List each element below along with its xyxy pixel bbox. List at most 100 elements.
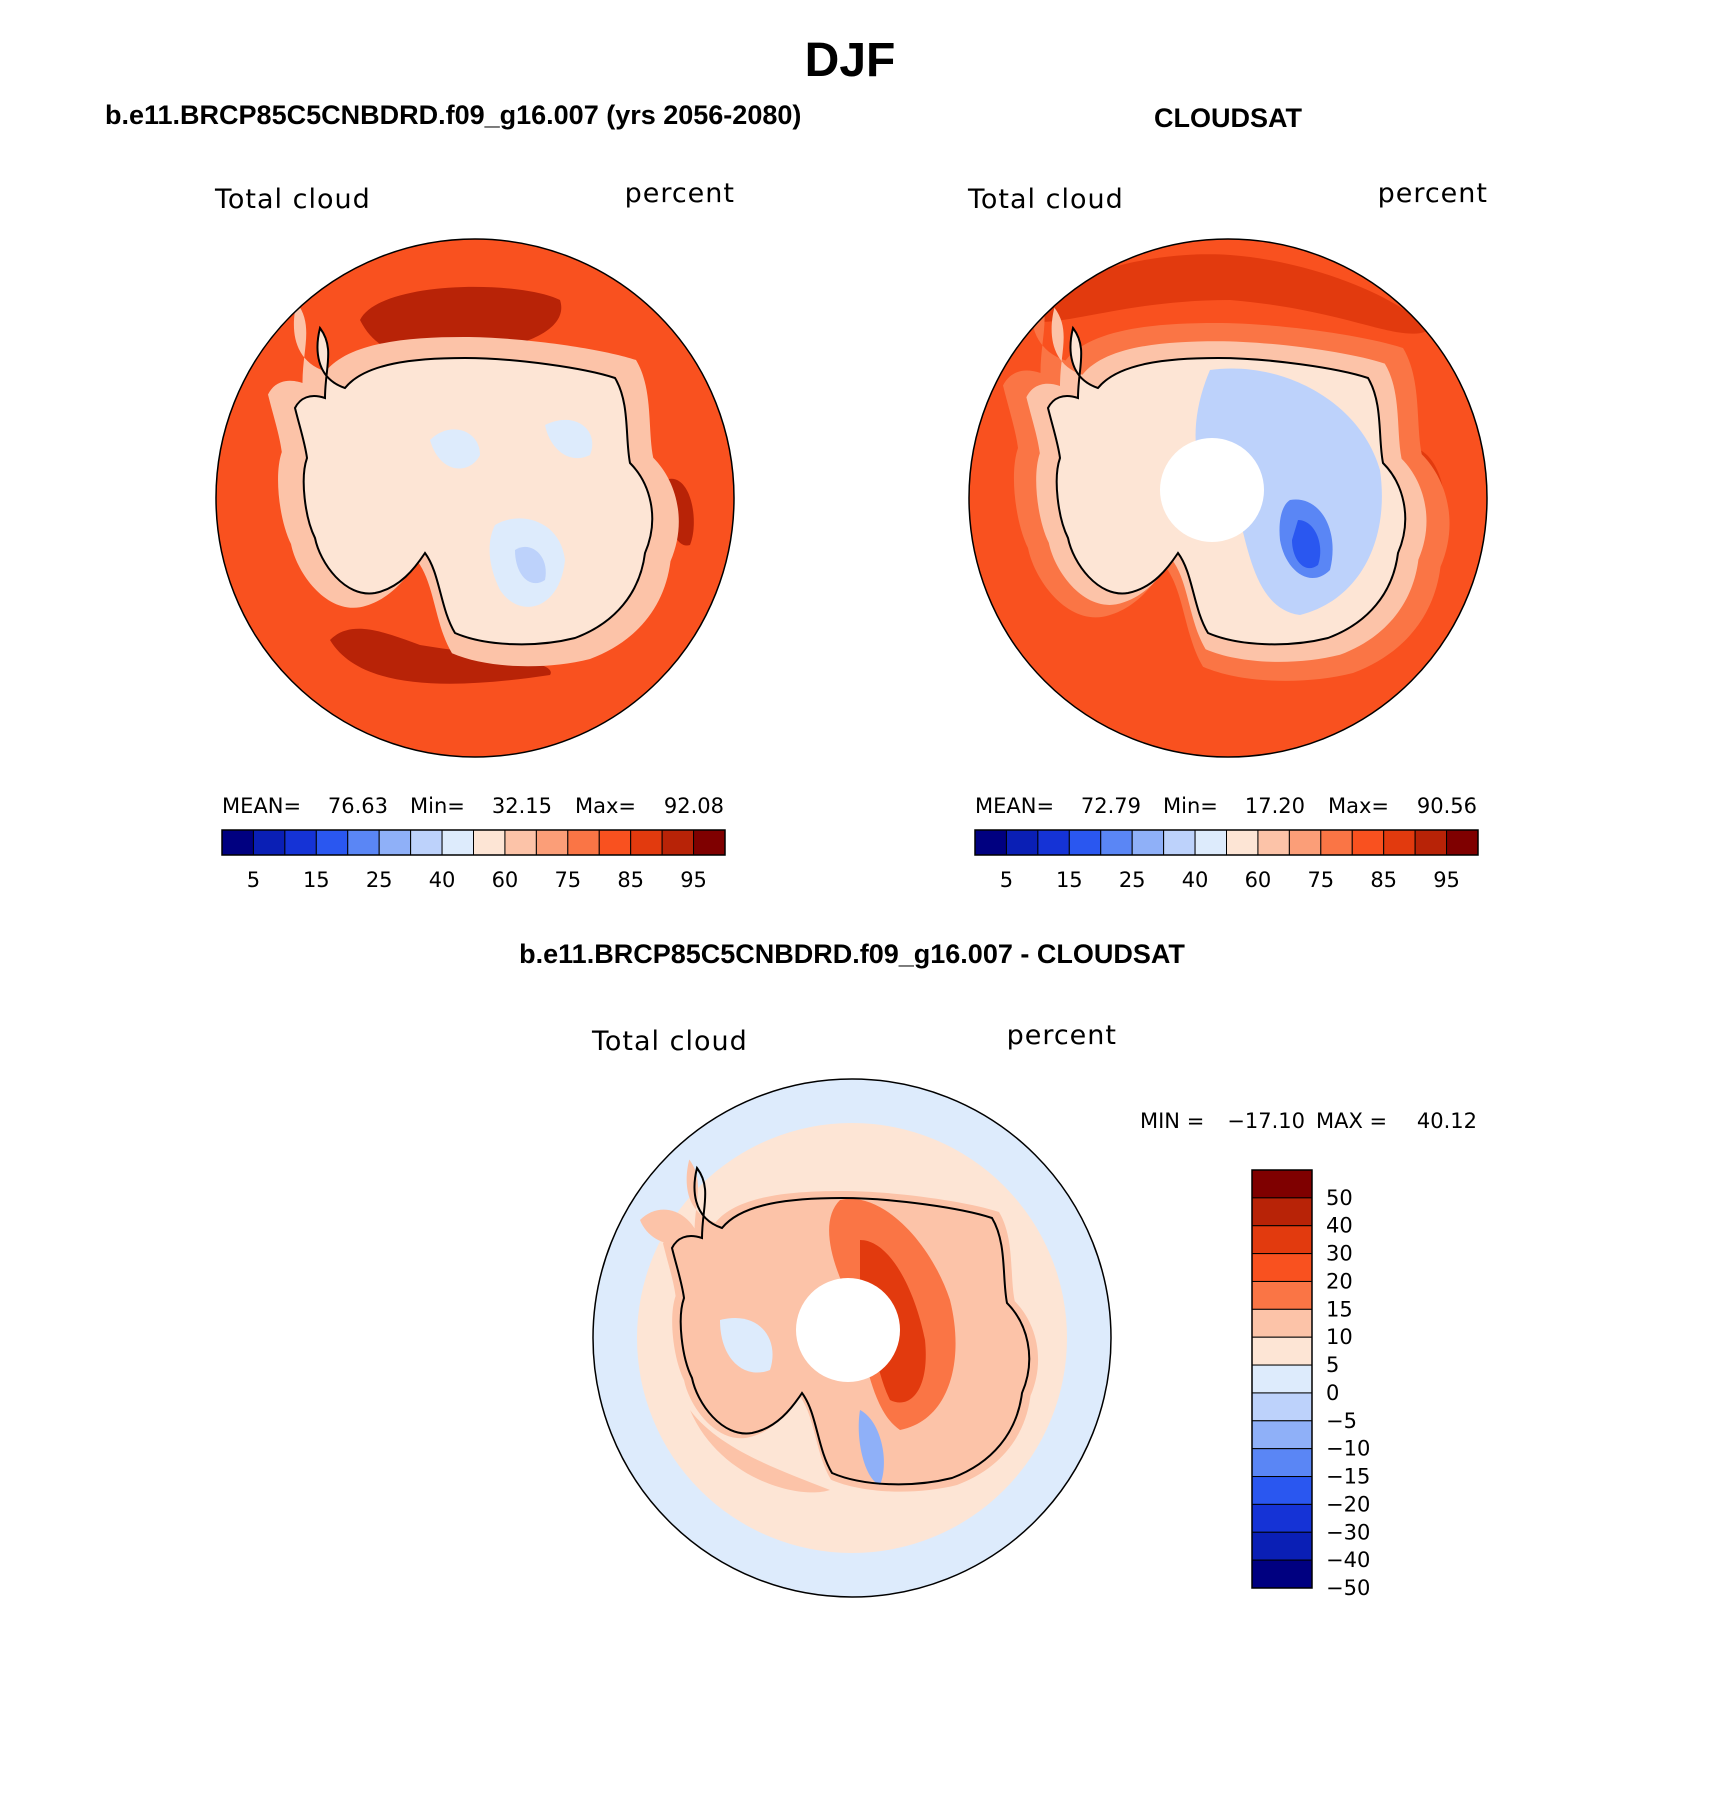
- units-label: percent: [625, 178, 735, 209]
- colorbar-swatch: [252, 829, 286, 856]
- min-label: Min=: [410, 794, 465, 818]
- variable-label: Total cloud: [591, 1026, 748, 1057]
- colorbar-tick-label: 25: [366, 868, 393, 892]
- colorbar-swatch: [284, 829, 317, 856]
- panel-diff: Total cloud percent MIN = −17.10 MAX = 4…: [591, 1020, 1477, 1600]
- colorbar-frame: [221, 829, 726, 856]
- panel-title-diff: b.e11.BRCP85C5CNBDRD.f09_g16.007 - CLOUD…: [519, 939, 1185, 969]
- colorbar-swatch: [1251, 1448, 1313, 1478]
- colorbar-frame: [1251, 1169, 1313, 1589]
- units-label: percent: [1378, 178, 1488, 209]
- min-label: Min=: [1163, 794, 1218, 818]
- map-boundary: [968, 238, 1488, 758]
- colorbar-swatch: [1131, 829, 1165, 856]
- colorbar-tick-label: 15: [1056, 868, 1083, 892]
- colorbar-swatch: [693, 829, 726, 856]
- panel-title-model: b.e11.BRCP85C5CNBDRD.f09_g16.007 (yrs 20…: [105, 100, 801, 130]
- colorbar-swatch: [1446, 829, 1479, 856]
- colorbar-tick-label: −30: [1326, 1520, 1370, 1544]
- colorbar-swatch: [1163, 829, 1196, 856]
- colorbar-swatch: [378, 829, 412, 856]
- max-value: 92.08: [664, 794, 724, 818]
- colorbar-swatch: [1100, 829, 1133, 856]
- polar-map: [216, 239, 734, 757]
- colorbar-swatch: [1251, 1559, 1313, 1589]
- colorbar-tick-label: 15: [1326, 1297, 1353, 1321]
- interior-contour: [545, 419, 593, 459]
- polar-gap: [1160, 438, 1264, 542]
- colorbar-tick-label: −20: [1326, 1492, 1370, 1516]
- colorbar-swatch: [1320, 829, 1353, 856]
- colorbar-swatch: [1251, 1420, 1313, 1450]
- colorbar-swatch: [1414, 829, 1448, 856]
- units-label: percent: [1007, 1020, 1117, 1051]
- colorbar-swatch: [1251, 1169, 1313, 1199]
- panel-model: Total cloud percent MEAN= 76.63 Min= 32.…: [214, 178, 735, 892]
- colorbar-tick-label: 25: [1119, 868, 1146, 892]
- min-value: 32.15: [492, 794, 552, 818]
- map-boundary: [215, 238, 735, 758]
- colorbar-swatch: [1251, 1253, 1313, 1282]
- panel-title-obs: CLOUDSAT: [1154, 103, 1302, 133]
- colorbar-swatch: [1251, 1225, 1313, 1255]
- mean-value: 72.79: [1081, 794, 1141, 818]
- colorbar-swatch: [1194, 829, 1227, 856]
- max-value: 40.12: [1417, 1109, 1477, 1133]
- colorbar-tick-label: 60: [1245, 868, 1272, 892]
- colorbar-swatch: [630, 829, 663, 856]
- colorbar-swatch: [1288, 829, 1322, 856]
- interior-contour: [858, 1410, 884, 1485]
- colorbar-tick-label: 30: [1326, 1242, 1353, 1266]
- storm-track-contour: [690, 1410, 830, 1493]
- colorbar-swatch: [535, 829, 569, 856]
- colorbar-swatch: [441, 829, 474, 856]
- colorbar-tick-label: 5: [1000, 868, 1013, 892]
- colorbar-tick-label: −10: [1326, 1437, 1370, 1461]
- storm-track-contour: [360, 286, 562, 356]
- interior-contour: [720, 1318, 773, 1373]
- colorbar-swatch: [1251, 1476, 1313, 1505]
- colorbar-tick-label: 15: [303, 868, 330, 892]
- interior-contour: [430, 429, 480, 469]
- colorbar-tick-label: −40: [1326, 1548, 1370, 1572]
- colorbar-tick-label: −15: [1326, 1465, 1370, 1489]
- colorbar-swatch: [1037, 829, 1070, 856]
- storm-track-contour: [330, 628, 551, 684]
- colorbar-swatch: [974, 829, 1007, 856]
- colorbar-frame: [974, 829, 1479, 856]
- colorbar-swatch: [1251, 1308, 1313, 1338]
- polar-map: [593, 1079, 1111, 1597]
- colorbar-swatch: [661, 829, 695, 856]
- max-value: 90.56: [1417, 794, 1477, 818]
- colorbar: 5 15 25 40 60 75 85 95: [221, 829, 726, 892]
- colorbar-swatch: [1251, 1531, 1313, 1561]
- colorbar-tick-label: 40: [429, 868, 456, 892]
- max-label: Max=: [575, 794, 636, 818]
- variable-label: Total cloud: [967, 184, 1124, 215]
- colorbar-swatch: [221, 829, 254, 856]
- min-value: 17.20: [1245, 794, 1305, 818]
- colorbar-swatch: [1251, 1503, 1313, 1533]
- colorbar-swatch: [410, 829, 443, 856]
- colorbar-tick-label: 75: [554, 868, 581, 892]
- colorbar-swatch: [347, 829, 380, 856]
- colorbar-tick-label: 85: [1370, 868, 1397, 892]
- interior-contour: [1195, 368, 1382, 615]
- colorbar-tick-label: 85: [617, 868, 644, 892]
- colorbar-swatch: [1251, 1392, 1313, 1422]
- colorbar-tick-label: 5: [247, 868, 260, 892]
- max-label: MAX =: [1316, 1109, 1387, 1133]
- colorbar-swatch: [1005, 829, 1039, 856]
- colorbar-tick-label: 5: [1326, 1353, 1339, 1377]
- interior-contour: [515, 546, 546, 584]
- polar-map: [969, 239, 1487, 757]
- variable-label: Total cloud: [214, 184, 371, 215]
- colorbar-tick-label: 50: [1326, 1186, 1353, 1210]
- mean-label: MEAN=: [222, 794, 301, 818]
- colorbar-tick-label: 95: [680, 868, 707, 892]
- colorbar-tick-label: 60: [492, 868, 519, 892]
- interior-contour: [1292, 520, 1321, 569]
- colorbar: 5 15 25 40 60 75 85 95: [974, 829, 1479, 892]
- colorbar-swatch: [473, 829, 506, 856]
